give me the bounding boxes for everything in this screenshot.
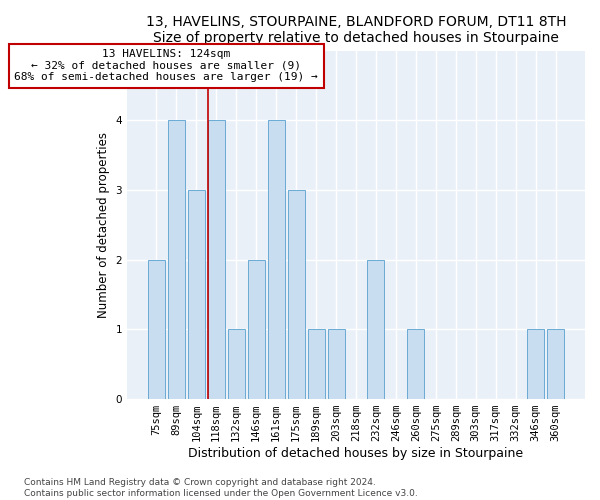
Bar — [268, 120, 284, 399]
Bar — [527, 330, 544, 399]
Bar — [208, 120, 224, 399]
Bar — [328, 330, 344, 399]
X-axis label: Distribution of detached houses by size in Stourpaine: Distribution of detached houses by size … — [188, 447, 524, 460]
Bar — [287, 190, 305, 399]
Bar — [248, 260, 265, 399]
Bar — [547, 330, 564, 399]
Bar — [227, 330, 245, 399]
Bar — [148, 260, 165, 399]
Bar — [188, 190, 205, 399]
Bar — [407, 330, 424, 399]
Bar — [308, 330, 325, 399]
Y-axis label: Number of detached properties: Number of detached properties — [97, 132, 110, 318]
Bar — [168, 120, 185, 399]
Bar — [367, 260, 385, 399]
Text: 13 HAVELINS: 124sqm
← 32% of detached houses are smaller (9)
68% of semi-detache: 13 HAVELINS: 124sqm ← 32% of detached ho… — [14, 50, 318, 82]
Title: 13, HAVELINS, STOURPAINE, BLANDFORD FORUM, DT11 8TH
Size of property relative to: 13, HAVELINS, STOURPAINE, BLANDFORD FORU… — [146, 15, 566, 45]
Text: Contains HM Land Registry data © Crown copyright and database right 2024.
Contai: Contains HM Land Registry data © Crown c… — [24, 478, 418, 498]
